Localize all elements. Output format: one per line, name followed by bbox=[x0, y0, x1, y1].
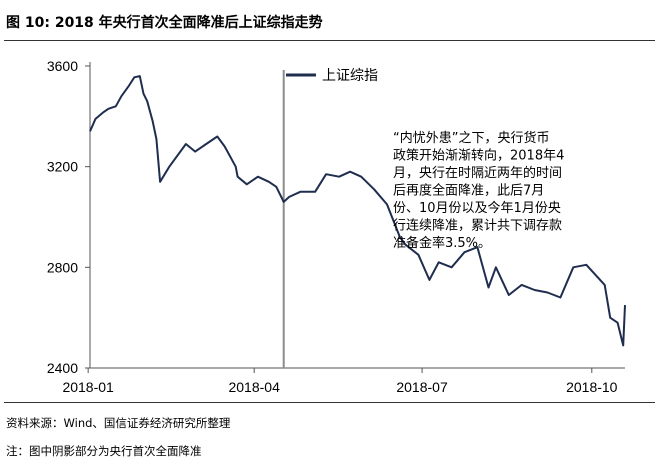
y-tick-label: 3200 bbox=[47, 159, 78, 175]
annotation-line: 准备金率3.5%。 bbox=[393, 235, 491, 251]
y-tick-label: 3600 bbox=[47, 58, 78, 74]
series-line-shanghai-composite bbox=[89, 75, 626, 347]
annotation-line: 份、10月份以及今年1月份央 bbox=[393, 200, 561, 216]
title-divider bbox=[4, 40, 655, 41]
annotation-text: “内忧外患”之下，央行货币政策开始渐渐转向，2018年4月，央行在时隔近两年的时… bbox=[393, 130, 564, 251]
y-tick-label: 2800 bbox=[47, 259, 78, 275]
footer-divider bbox=[4, 402, 655, 403]
series-group bbox=[89, 75, 626, 347]
x-tick-label: 2018-04 bbox=[228, 379, 280, 395]
x-tick-label: 2018-01 bbox=[62, 379, 114, 395]
legend-label: 上证综指 bbox=[322, 68, 378, 84]
annotation-line: 行连续降准，累计共下调存款 bbox=[393, 218, 562, 234]
y-tick-label: 2400 bbox=[47, 360, 78, 376]
annotation-line: 政策开始渐渐转向，2018年4 bbox=[393, 148, 564, 164]
annotation-line: “内忧外患”之下，央行货币 bbox=[393, 130, 549, 146]
x-axis: 2018-01 2018-04 2018-07 2018-10 bbox=[62, 367, 625, 395]
y-axis: 2400 2800 3200 3600 bbox=[47, 58, 91, 376]
figure-title: 图 10: 2018 年央行首次全面降准后上证综指走势 bbox=[6, 15, 323, 31]
x-tick-label: 2018-07 bbox=[396, 379, 448, 395]
annotation-line: 后再度全面降准，此后7月 bbox=[393, 183, 544, 199]
note-text: 注：图中阴影部分为央行首次全面降准 bbox=[6, 444, 202, 458]
x-tick-label: 2018-10 bbox=[566, 379, 618, 395]
legend: 上证综指 bbox=[286, 68, 378, 84]
annotation-line: 月，央行在时隔近两年的时间 bbox=[393, 165, 562, 181]
source-text: 资料来源：Wind、国信证券经济研究所整理 bbox=[6, 416, 231, 430]
